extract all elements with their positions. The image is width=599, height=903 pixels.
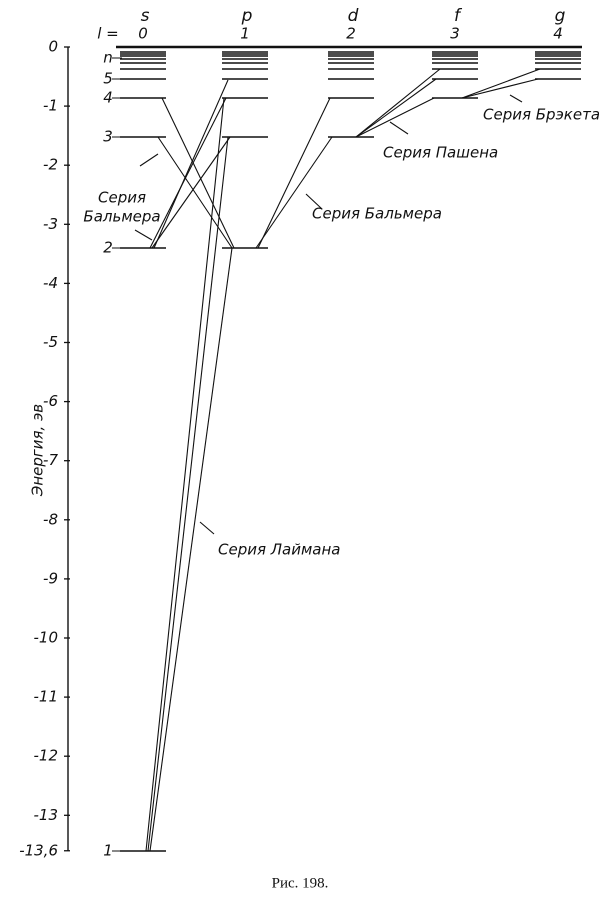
- tick-label: -6: [43, 392, 58, 410]
- tick-label: -12: [34, 747, 59, 765]
- tick-label: -7: [43, 451, 58, 469]
- leader: [134, 229, 153, 241]
- brackett-line: [461, 68, 541, 99]
- axis-label: Энергия, эв: [29, 404, 47, 497]
- transitions: [134, 68, 541, 852]
- level-label: 4: [103, 89, 113, 107]
- tick-label: -13,6: [19, 841, 58, 859]
- tick-label: -3: [43, 215, 58, 233]
- level-label: 1: [103, 842, 113, 860]
- tick-label: -2: [43, 156, 58, 174]
- balmer-line: [151, 136, 231, 249]
- tick-label: -11: [34, 688, 59, 706]
- leader: [139, 153, 159, 167]
- caption: Рис. 198.: [272, 875, 329, 891]
- series-label: Бальмера: [83, 208, 160, 226]
- tick-label: -10: [34, 629, 59, 647]
- level-label: 5: [103, 70, 113, 88]
- l-value: 4: [553, 25, 563, 43]
- l-value: 2: [346, 25, 356, 43]
- orbital-symbol: s: [141, 6, 150, 26]
- orbital-symbol: p: [241, 6, 253, 26]
- l-value: 3: [450, 25, 460, 43]
- tick-label: -8: [43, 510, 58, 528]
- tick-label: -9: [43, 569, 58, 587]
- paschen-line: [355, 97, 435, 138]
- tick-label: -1: [43, 97, 58, 115]
- lyman-line: [147, 136, 229, 852]
- balmer-line: [149, 97, 227, 249]
- level-label: 2: [103, 239, 113, 257]
- orbital-symbol: g: [555, 6, 566, 26]
- orbital-symbol: d: [348, 6, 359, 26]
- leader: [509, 94, 523, 103]
- brackett-line: [461, 78, 539, 99]
- tick-label: -13: [34, 806, 59, 824]
- tick-label: 0: [48, 38, 58, 56]
- l-label: l =: [97, 25, 119, 43]
- leader: [305, 193, 323, 210]
- balmer-line: [153, 79, 229, 249]
- balmer-line: [255, 136, 333, 249]
- lyman-line: [149, 247, 233, 852]
- series-label: Серия: [98, 189, 146, 207]
- series-label: Серия Пашена: [383, 144, 498, 162]
- series-label: Серия Бальмера: [312, 205, 442, 223]
- balmer-line: [161, 97, 235, 249]
- leader: [199, 521, 215, 535]
- leader: [389, 121, 409, 135]
- orbital-symbol: f: [454, 6, 463, 26]
- paschen-line: [355, 78, 437, 138]
- l-value: 1: [240, 25, 250, 43]
- level-label: n: [103, 49, 113, 67]
- balmer-line: [257, 97, 331, 249]
- lyman-line: [145, 97, 225, 852]
- l-value: 0: [138, 25, 148, 43]
- tick-label: -4: [43, 274, 58, 292]
- balmer-line: [157, 136, 233, 249]
- tick-label: -5: [43, 333, 58, 351]
- level-label: 3: [103, 128, 113, 146]
- paschen-line: [355, 68, 441, 138]
- series-label: Серия Брэкета: [483, 106, 599, 124]
- series-label: Серия Лаймана: [218, 541, 341, 559]
